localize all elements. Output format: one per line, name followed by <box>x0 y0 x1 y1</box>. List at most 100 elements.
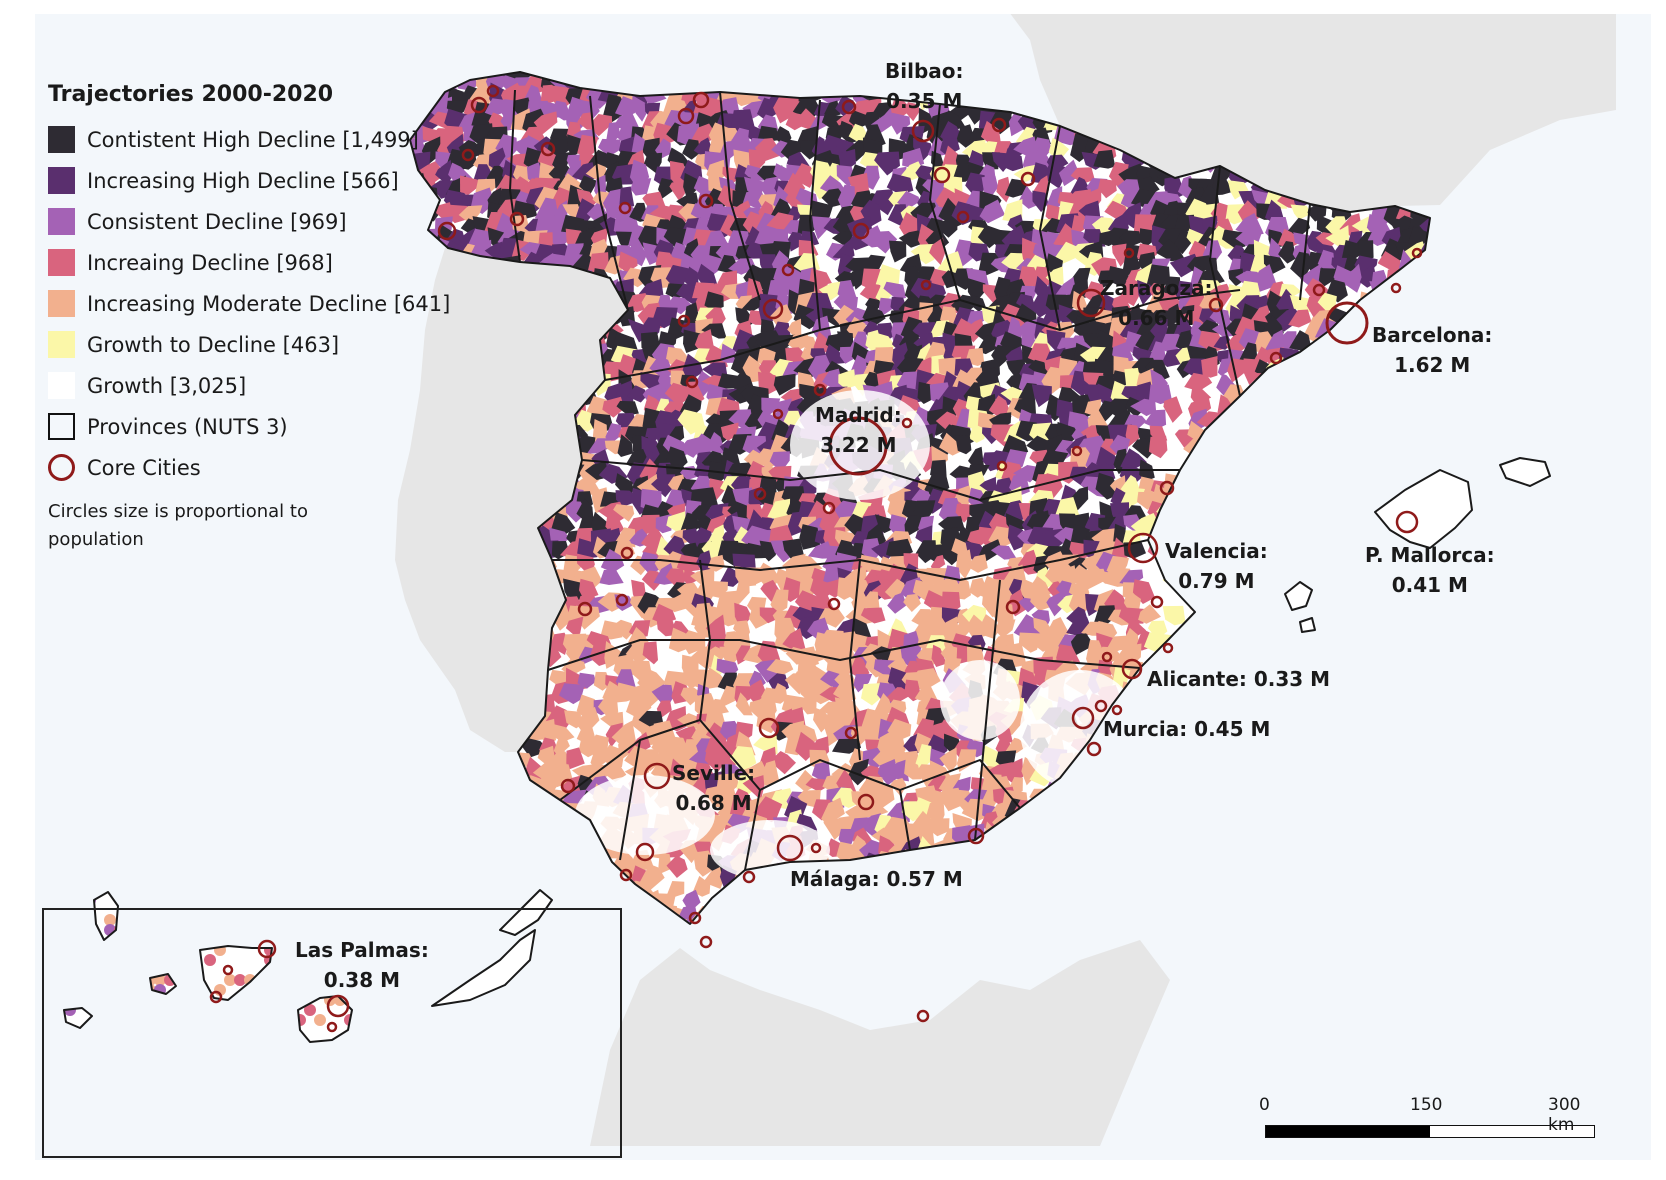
core-city-circle <box>742 870 756 884</box>
municipality-patch <box>731 476 755 498</box>
municipality-patch <box>969 426 987 443</box>
municipality-patch <box>1217 349 1233 366</box>
city-population: 0.66 M <box>1118 306 1195 330</box>
municipality-patch <box>1287 217 1311 237</box>
municipality-patch <box>666 296 692 315</box>
municipality-patch <box>677 713 702 730</box>
legend-item: Growth [3,025] <box>48 365 468 406</box>
municipality-patch <box>795 555 823 573</box>
municipality-patch <box>1139 228 1154 247</box>
municipality-patch <box>805 778 831 792</box>
municipality-patch <box>904 102 920 122</box>
legend-swatch <box>48 208 75 235</box>
municipality-patch <box>979 476 997 494</box>
core-city-circle <box>1127 532 1159 564</box>
municipality-patch <box>577 100 600 124</box>
municipality-patch <box>1149 384 1172 405</box>
municipality-patch <box>913 137 932 161</box>
municipality-patch <box>838 369 856 389</box>
municipality-patch <box>613 504 635 522</box>
core-city-circle <box>996 460 1008 472</box>
map-canvas <box>35 14 1651 1160</box>
municipality-patch <box>956 124 976 148</box>
municipality-patch <box>852 373 870 397</box>
municipality-patch <box>204 954 216 966</box>
municipality-patch <box>1163 396 1183 423</box>
municipality-patch <box>435 159 453 186</box>
municipality-patch <box>955 503 973 523</box>
municipality-patch <box>639 551 663 575</box>
municipality-patch <box>1014 398 1036 418</box>
municipality-patch <box>884 578 907 602</box>
municipality-patch <box>1162 605 1186 626</box>
municipality-patch <box>1243 358 1262 385</box>
municipality-patch <box>719 646 741 667</box>
core-city-circle <box>326 1021 338 1033</box>
core-city-circle <box>1162 642 1174 654</box>
municipality-patch <box>716 658 739 677</box>
municipality-patch <box>806 292 833 311</box>
core-city-circle <box>618 201 632 215</box>
municipality-patch <box>234 974 246 986</box>
city-label-seville: Seville: 0.68 M <box>672 758 755 818</box>
municipality-patch <box>617 434 634 457</box>
municipality-patch <box>939 747 957 773</box>
municipality-patch <box>549 723 575 742</box>
core-city-circle <box>1111 704 1123 716</box>
municipality-patch <box>1070 167 1095 184</box>
core-city-circle <box>828 416 888 476</box>
municipality-patch <box>716 590 740 612</box>
canary-islands-inset <box>42 908 622 1158</box>
province-border <box>581 459 1180 501</box>
city-name: Valencia: <box>1165 539 1268 563</box>
municipality-patch <box>590 749 608 770</box>
municipality-patch <box>692 875 711 897</box>
municipality-patch <box>565 616 584 638</box>
municipality-patch <box>691 433 715 461</box>
municipality-patch <box>1007 524 1028 551</box>
core-city-circle <box>772 408 784 420</box>
core-city-circle <box>1269 351 1283 365</box>
municipality-patch <box>757 97 780 121</box>
growth-area <box>790 390 930 500</box>
municipality-patch <box>886 173 914 195</box>
municipality-patch <box>870 189 896 216</box>
municipality-patch <box>792 568 818 591</box>
municipality-patch <box>1019 285 1038 305</box>
province-border <box>619 739 641 861</box>
municipality-patch <box>780 139 806 161</box>
core-city-circle <box>857 793 875 811</box>
municipality-patch <box>964 204 989 224</box>
municipality-patch <box>996 176 1012 203</box>
municipality-patch <box>704 291 724 311</box>
formentera-outline <box>1299 617 1316 633</box>
city-label-malaga: Málaga: 0.57 M <box>790 864 963 894</box>
core-city-circle <box>209 990 223 1004</box>
municipality-patch <box>1091 527 1118 551</box>
growth-area <box>940 660 1020 740</box>
municipality-patch <box>513 200 538 221</box>
municipality-patch <box>1338 263 1363 293</box>
municipality-patch <box>410 138 427 157</box>
core-city-circle <box>688 911 702 925</box>
legend-item: Growth to Decline [463] <box>48 324 468 365</box>
municipality-patch <box>786 151 810 168</box>
municipality-patch <box>818 281 843 301</box>
core-city-circle <box>762 298 784 320</box>
city-name-population: Murcia: 0.45 M <box>1103 717 1271 741</box>
canary-island-outline <box>297 995 353 1043</box>
municipality-patch <box>627 385 647 403</box>
city-population: 1.62 M <box>1394 353 1471 377</box>
city-population: 0.79 M <box>1178 569 1255 593</box>
core-city-circle <box>1150 595 1164 609</box>
municipality-patch <box>961 798 990 822</box>
city-population: 0.41 M <box>1391 573 1468 597</box>
core-city-circle <box>1101 651 1113 663</box>
municipality-patch <box>996 619 1016 639</box>
municipality-patch <box>813 707 832 733</box>
core-city-circle <box>677 314 691 328</box>
municipality-patch <box>833 657 859 679</box>
city-label-murcia: Murcia: 0.45 M <box>1103 714 1270 744</box>
mallorca-outline <box>1374 469 1473 549</box>
core-city-circle <box>619 868 633 882</box>
